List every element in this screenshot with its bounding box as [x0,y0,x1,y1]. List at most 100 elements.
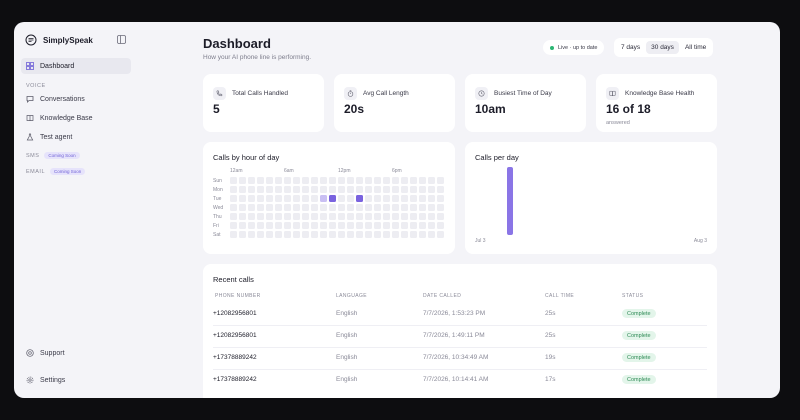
heatmap-cell[interactable] [374,231,381,238]
heatmap-cell[interactable] [248,231,255,238]
heatmap-cell[interactable] [329,195,336,202]
heatmap-cell[interactable] [248,222,255,229]
heatmap-cell[interactable] [428,213,435,220]
heatmap-cell[interactable] [437,204,444,211]
sidebar-item-test-agent[interactable]: Test agent [21,129,131,145]
heatmap-cell[interactable] [356,231,363,238]
heatmap-cell[interactable] [365,195,372,202]
heatmap-cell[interactable] [257,195,264,202]
heatmap-cell[interactable] [437,213,444,220]
range-all-time-button[interactable]: All time [684,44,707,51]
heatmap-cell[interactable] [419,204,426,211]
heatmap-cell[interactable] [428,231,435,238]
heatmap-cell[interactable] [374,177,381,184]
heatmap-cell[interactable] [356,204,363,211]
heatmap-cell[interactable] [401,222,408,229]
heatmap-cell[interactable] [365,177,372,184]
heatmap-cell[interactable] [374,195,381,202]
heatmap-cell[interactable] [383,195,390,202]
heatmap-cell[interactable] [401,186,408,193]
heatmap-cell[interactable] [347,186,354,193]
heatmap-cell[interactable] [365,186,372,193]
heatmap-cell[interactable] [419,195,426,202]
heatmap-cell[interactable] [284,186,291,193]
heatmap-cell[interactable] [311,177,318,184]
heatmap-cell[interactable] [410,177,417,184]
heatmap-cell[interactable] [338,177,345,184]
heatmap-cell[interactable] [338,231,345,238]
heatmap-cell[interactable] [257,222,264,229]
heatmap-cell[interactable] [401,195,408,202]
heatmap-cell[interactable] [365,213,372,220]
heatmap-cell[interactable] [419,222,426,229]
heatmap-cell[interactable] [230,177,237,184]
heatmap-cell[interactable] [410,204,417,211]
heatmap-cell[interactable] [329,213,336,220]
heatmap-cell[interactable] [302,231,309,238]
heatmap-cell[interactable] [284,231,291,238]
heatmap-cell[interactable] [365,204,372,211]
heatmap-cell[interactable] [374,204,381,211]
heatmap-cell[interactable] [230,231,237,238]
heatmap-cell[interactable] [320,186,327,193]
heatmap-cell[interactable] [302,186,309,193]
heatmap-cell[interactable] [338,222,345,229]
heatmap-cell[interactable] [419,231,426,238]
heatmap-cell[interactable] [329,222,336,229]
heatmap-cell[interactable] [410,231,417,238]
heatmap-cell[interactable] [365,222,372,229]
heatmap-cell[interactable] [248,186,255,193]
heatmap-cell[interactable] [383,213,390,220]
heatmap-cell[interactable] [275,195,282,202]
bar-jul-7[interactable] [506,167,513,235]
heatmap-cell[interactable] [356,177,363,184]
heatmap-cell[interactable] [329,177,336,184]
heatmap-cell[interactable] [257,204,264,211]
heatmap-cell[interactable] [356,186,363,193]
heatmap-cell[interactable] [239,186,246,193]
heatmap-cell[interactable] [392,231,399,238]
heatmap-cell[interactable] [329,204,336,211]
heatmap-cell[interactable] [428,204,435,211]
heatmap-cell[interactable] [230,195,237,202]
heatmap-cell[interactable] [248,204,255,211]
heatmap-cell[interactable] [302,222,309,229]
range-7-days-button[interactable]: 7 days [621,44,641,51]
heatmap-cell[interactable] [356,195,363,202]
heatmap-cell[interactable] [293,222,300,229]
heatmap-cell[interactable] [437,186,444,193]
heatmap-cell[interactable] [419,213,426,220]
sidebar-item-conversations[interactable]: Conversations [21,91,131,107]
heatmap-cell[interactable] [329,231,336,238]
heatmap-cell[interactable] [383,186,390,193]
sidebar-item-dashboard[interactable]: Dashboard [21,58,131,74]
heatmap-cell[interactable] [239,231,246,238]
heatmap-cell[interactable] [293,195,300,202]
heatmap-cell[interactable] [266,231,273,238]
heatmap-cell[interactable] [257,186,264,193]
sidebar-item-support[interactable]: Support [21,345,131,361]
heatmap-cell[interactable] [275,222,282,229]
heatmap-cell[interactable] [338,186,345,193]
heatmap-cell[interactable] [293,204,300,211]
sidebar-item-knowledge-base[interactable]: Knowledge Base [21,110,131,126]
heatmap-cell[interactable] [437,195,444,202]
heatmap-cell[interactable] [257,177,264,184]
heatmap-cell[interactable] [311,222,318,229]
heatmap-cell[interactable] [383,231,390,238]
heatmap-cell[interactable] [347,231,354,238]
heatmap-cell[interactable] [410,222,417,229]
heatmap-cell[interactable] [374,213,381,220]
heatmap-cell[interactable] [302,204,309,211]
heatmap-cell[interactable] [419,186,426,193]
heatmap-cell[interactable] [320,231,327,238]
heatmap-cell[interactable] [302,195,309,202]
heatmap-cell[interactable] [320,222,327,229]
heatmap-cell[interactable] [239,195,246,202]
heatmap-cell[interactable] [419,177,426,184]
heatmap-cell[interactable] [275,177,282,184]
heatmap-cell[interactable] [302,177,309,184]
heatmap-cell[interactable] [392,195,399,202]
heatmap-cell[interactable] [329,186,336,193]
heatmap-cell[interactable] [347,213,354,220]
